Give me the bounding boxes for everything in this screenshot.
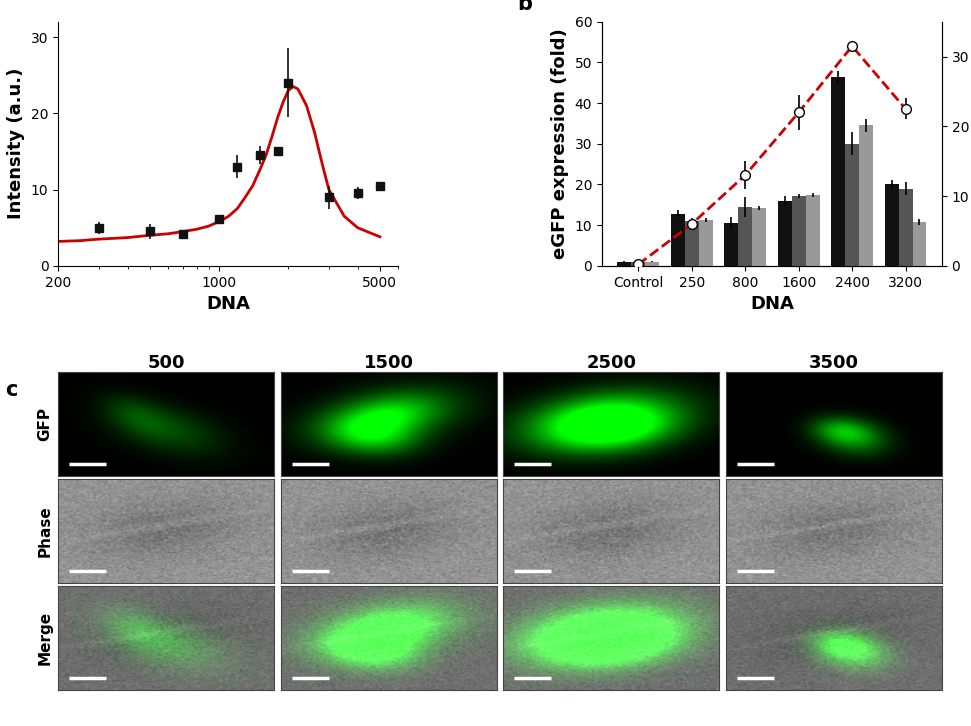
- X-axis label: DNA: DNA: [750, 295, 794, 313]
- Title: 3500: 3500: [809, 354, 858, 372]
- Y-axis label: Merge: Merge: [38, 611, 52, 665]
- Title: 2500: 2500: [586, 354, 636, 372]
- Bar: [778, 200, 791, 266]
- Y-axis label: eGFP expression (fold): eGFP expression (fold): [552, 28, 569, 259]
- Y-axis label: Phase: Phase: [38, 505, 52, 557]
- Bar: [845, 144, 859, 266]
- Y-axis label: GFP: GFP: [38, 407, 52, 441]
- Bar: [699, 220, 713, 266]
- Bar: [913, 222, 926, 266]
- Y-axis label: Intensity (a.u.): Intensity (a.u.): [8, 68, 25, 219]
- Bar: [618, 262, 631, 266]
- Text: c: c: [5, 380, 17, 400]
- Bar: [646, 262, 659, 266]
- Bar: [791, 196, 806, 266]
- Bar: [806, 195, 820, 266]
- Bar: [631, 262, 646, 266]
- Bar: [885, 184, 898, 266]
- Bar: [671, 213, 685, 266]
- X-axis label: DNA: DNA: [206, 295, 251, 313]
- Bar: [831, 77, 845, 266]
- Bar: [859, 126, 873, 266]
- Bar: [724, 223, 738, 266]
- Title: 1500: 1500: [364, 354, 414, 372]
- Bar: [685, 221, 699, 266]
- Title: 500: 500: [148, 354, 185, 372]
- Bar: [753, 208, 766, 266]
- Bar: [738, 207, 753, 266]
- Bar: [898, 189, 913, 266]
- Text: b: b: [517, 0, 532, 14]
